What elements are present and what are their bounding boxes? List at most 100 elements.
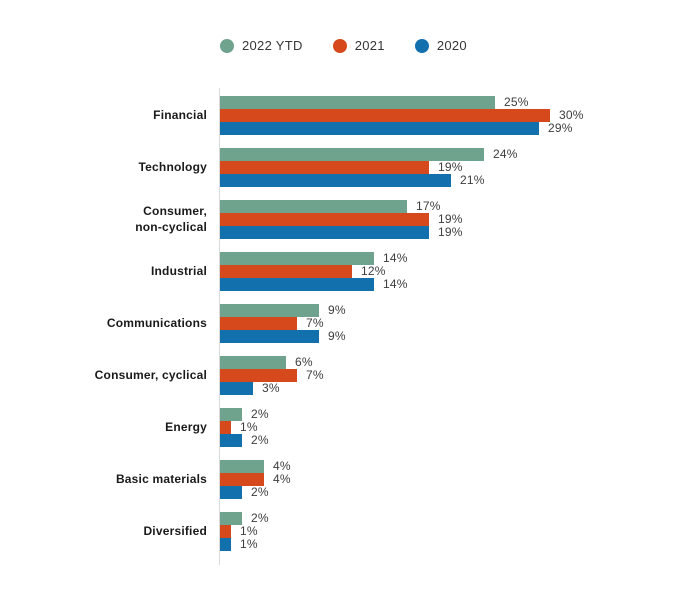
bar-chart: Financial 25% 30% 29% Technology 24% 19% 21% Con… xyxy=(0,88,690,565)
bar-value-label: 14% xyxy=(383,251,408,265)
bar-row: 24% xyxy=(220,148,518,161)
bar-row: 2% xyxy=(220,408,269,421)
category-label: Financial xyxy=(153,107,207,122)
bar-row: 14% xyxy=(220,278,408,291)
bar-row: 14% xyxy=(220,252,408,265)
bars-column: 25% 30% 29% xyxy=(207,96,584,135)
legend-label: 2020 xyxy=(436,38,467,53)
bar-2022-ytd xyxy=(220,460,264,473)
bar-2020 xyxy=(220,330,319,343)
bars-column: 9% 7% 9% xyxy=(207,304,346,343)
bar-row: 2% xyxy=(220,434,269,447)
y-axis-line xyxy=(219,88,220,565)
bar-group: Communications 9% 7% 9% xyxy=(0,304,690,343)
bar-value-label: 21% xyxy=(460,173,485,187)
bar-row: 6% xyxy=(220,356,324,369)
legend: 2022 YTD 2021 2020 xyxy=(220,38,467,53)
bar-group: Technology 24% 19% 21% xyxy=(0,148,690,187)
bar-2021 xyxy=(220,213,429,226)
category-label: Consumer, cyclical xyxy=(94,367,207,382)
bar-value-label: 19% xyxy=(438,225,463,239)
bar-group: Diversified 2% 1% 1% xyxy=(0,512,690,551)
bars-column: 24% 19% 21% xyxy=(207,148,518,187)
bar-row: 25% xyxy=(220,96,584,109)
legend-item: 2021 xyxy=(332,38,385,53)
bar-2022-ytd xyxy=(220,304,319,317)
bar-2020 xyxy=(220,278,374,291)
bar-value-label: 3% xyxy=(262,381,280,395)
bar-2022-ytd xyxy=(220,512,242,525)
bar-2021 xyxy=(220,317,297,330)
bar-value-label: 6% xyxy=(295,355,313,369)
bar-2022-ytd xyxy=(220,356,286,369)
bar-value-label: 9% xyxy=(328,329,346,343)
bar-row: 2% xyxy=(220,512,269,525)
category-label: Technology xyxy=(138,159,207,174)
bar-value-label: 24% xyxy=(493,147,518,161)
bar-row: 19% xyxy=(220,226,463,239)
bar-row: 9% xyxy=(220,304,346,317)
bar-row: 7% xyxy=(220,317,346,330)
bar-row: 4% xyxy=(220,460,291,473)
bar-row: 3% xyxy=(220,382,324,395)
bars-column: 2% 1% 1% xyxy=(207,512,269,551)
bar-2021 xyxy=(220,161,429,174)
bar-row: 1% xyxy=(220,525,269,538)
legend-swatch-2 xyxy=(332,38,347,53)
bar-group: Energy 2% 1% 2% xyxy=(0,408,690,447)
bars-column: 2% 1% 2% xyxy=(207,408,269,447)
bar-value-label: 1% xyxy=(240,524,258,538)
bar-value-label: 1% xyxy=(240,537,258,551)
legend-item: 2020 xyxy=(414,38,467,53)
bar-2021 xyxy=(220,525,231,538)
bar-2020 xyxy=(220,122,539,135)
bar-value-label: 2% xyxy=(251,407,269,421)
bar-row: 30% xyxy=(220,109,584,122)
bar-value-label: 25% xyxy=(504,95,529,109)
bar-row: 1% xyxy=(220,421,269,434)
legend-item: 2022 YTD xyxy=(220,38,303,53)
bar-2022-ytd xyxy=(220,252,374,265)
bars-column: 17% 19% 19% xyxy=(207,200,463,239)
bar-value-label: 7% xyxy=(306,368,324,382)
bar-2021 xyxy=(220,265,352,278)
bar-2020 xyxy=(220,434,242,447)
bar-group: Basic materials 4% 4% 2% xyxy=(0,460,690,499)
bar-group: Consumer, cyclical 6% 7% 3% xyxy=(0,356,690,395)
bar-row: 19% xyxy=(220,213,463,226)
bar-group: Industrial 14% 12% 14% xyxy=(0,252,690,291)
bar-2020 xyxy=(220,226,429,239)
bar-row: 2% xyxy=(220,486,291,499)
bars-column: 4% 4% 2% xyxy=(207,460,291,499)
bar-value-label: 4% xyxy=(273,459,291,473)
bar-value-label: 17% xyxy=(416,199,441,213)
category-label: Energy xyxy=(165,419,207,434)
bar-row: 17% xyxy=(220,200,463,213)
bar-row: 7% xyxy=(220,369,324,382)
bar-row: 21% xyxy=(220,174,518,187)
bar-value-label: 12% xyxy=(361,264,386,278)
legend-label: 2021 xyxy=(354,38,385,53)
bar-value-label: 7% xyxy=(306,316,324,330)
bar-row: 29% xyxy=(220,122,584,135)
category-label: Consumer, non-cyclical xyxy=(135,203,207,234)
bar-value-label: 2% xyxy=(251,485,269,499)
bar-value-label: 2% xyxy=(251,433,269,447)
category-label: Communications xyxy=(106,315,207,330)
bar-value-label: 19% xyxy=(438,160,463,174)
category-label: Basic materials xyxy=(115,471,207,486)
bar-value-label: 2% xyxy=(251,511,269,525)
bar-row: 9% xyxy=(220,330,346,343)
category-label: Industrial xyxy=(150,263,207,278)
bar-row: 19% xyxy=(220,161,518,174)
bar-value-label: 29% xyxy=(548,121,573,135)
bar-value-label: 30% xyxy=(559,108,584,122)
bar-2022-ytd xyxy=(220,408,242,421)
bar-2021 xyxy=(220,369,297,382)
bar-2020 xyxy=(220,382,253,395)
bar-row: 4% xyxy=(220,473,291,486)
bar-value-label: 19% xyxy=(438,212,463,226)
bar-2021 xyxy=(220,109,550,122)
category-label: Diversified xyxy=(143,523,207,538)
